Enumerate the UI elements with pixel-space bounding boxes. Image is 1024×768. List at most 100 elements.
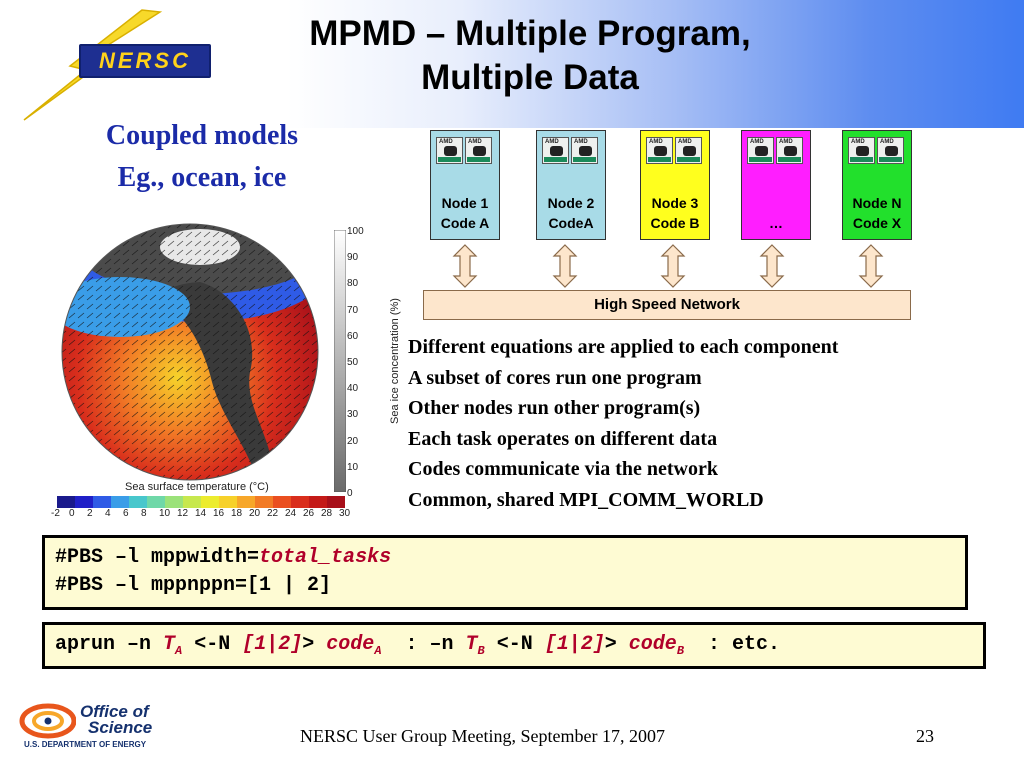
bullet-item: A subset of cores run one program bbox=[408, 366, 702, 389]
chip-core bbox=[784, 146, 797, 156]
bullet-item: Other nodes run other program(s) bbox=[408, 397, 701, 419]
amd-opteron-chip-icon: AMD bbox=[747, 137, 774, 164]
node-label-line-1: Node N bbox=[852, 195, 902, 211]
page-title: MPMD – Multiple Program, Multiple Data bbox=[250, 12, 810, 100]
amd-opteron-chip-icon: AMD bbox=[465, 137, 492, 164]
sst-color-swatch bbox=[255, 496, 274, 508]
code-a-var: codeA bbox=[326, 633, 381, 658]
node-label-line-1: Node 3 bbox=[651, 195, 699, 211]
node-label: Node 3 Code B bbox=[641, 193, 709, 233]
chip-core bbox=[683, 146, 696, 156]
cpu-chips: AMD AMD bbox=[542, 137, 598, 164]
sst-color-swatch bbox=[237, 496, 256, 508]
bidirectional-arrow-icon bbox=[452, 244, 478, 288]
sst-tick-label: 16 bbox=[213, 508, 225, 519]
sst-color-swatch bbox=[111, 496, 130, 508]
node-label-line-1: Node 1 bbox=[441, 195, 489, 211]
subtitle-coupled-models: Coupled models bbox=[105, 120, 299, 151]
node-label-line-2: Code A bbox=[440, 215, 490, 231]
cpu-chips: AMD AMD bbox=[436, 137, 492, 164]
ice-tick-label: 0 bbox=[347, 488, 353, 499]
bullet-item: Codes communicate via the network bbox=[408, 458, 718, 480]
network-arrows bbox=[452, 244, 884, 288]
sst-tick-label: 4 bbox=[105, 508, 111, 519]
chip-brand: AMD bbox=[678, 139, 692, 145]
amd-opteron-chip-icon: AMD bbox=[436, 137, 463, 164]
chip-core bbox=[885, 146, 898, 156]
node-label-line-2: … bbox=[769, 215, 783, 231]
chip-core bbox=[755, 146, 768, 156]
chip-line bbox=[778, 157, 801, 162]
sst-tick-label: 12 bbox=[177, 508, 189, 519]
amd-opteron-chip-icon: AMD bbox=[877, 137, 904, 164]
chip-line bbox=[749, 157, 772, 162]
node-label: Node N Code X bbox=[843, 193, 911, 233]
sst-tick-label: 28 bbox=[321, 508, 333, 519]
ice-tick-label: 20 bbox=[347, 435, 359, 447]
total-tasks-var: total_tasks bbox=[259, 546, 392, 569]
chip-line bbox=[677, 157, 700, 162]
title-line-2: Multiple Data bbox=[421, 58, 639, 97]
sst-color-swatch bbox=[75, 496, 94, 508]
sst-tick-label: 26 bbox=[303, 508, 315, 519]
cpu-chips: AMD AMD bbox=[646, 137, 702, 164]
n-flag-1: <-N bbox=[182, 633, 243, 656]
gt-2: > bbox=[604, 633, 629, 656]
ocean-ice-globe bbox=[61, 223, 319, 481]
node-label-line-1: Node 2 bbox=[547, 195, 595, 211]
chip-core bbox=[654, 146, 667, 156]
sst-tick-label: 2 bbox=[87, 508, 93, 519]
ice-colorbar bbox=[334, 230, 346, 492]
sst-tick-label: 22 bbox=[267, 508, 279, 519]
node-label: Node 2 CodeA bbox=[537, 193, 605, 233]
chip-core bbox=[550, 146, 563, 156]
chip-core bbox=[473, 146, 486, 156]
ta-var: TA bbox=[163, 633, 182, 658]
sst-tick-label: -2 bbox=[51, 508, 60, 519]
chip-brand: AMD bbox=[574, 139, 588, 145]
sst-color-swatch bbox=[165, 496, 184, 508]
amd-opteron-chip-icon: AMD bbox=[571, 137, 598, 164]
bidirectional-arrow-icon bbox=[660, 244, 686, 288]
office-of-text: Office of bbox=[80, 702, 149, 721]
aprun-line: aprun –n TA <-N [1|2]> codeA : –n TB <-N… bbox=[55, 633, 780, 658]
bullet-item: Common, shared MPI_COMM_WORLD bbox=[408, 488, 764, 511]
node-box: AMD AMD Node 2 CodeA bbox=[536, 130, 606, 240]
sst-color-swatch bbox=[273, 496, 292, 508]
chip-line bbox=[573, 157, 596, 162]
code-a-word: code bbox=[326, 633, 375, 656]
node-label-line-2: Code B bbox=[650, 215, 700, 231]
node-label: … bbox=[742, 213, 810, 233]
chip-line bbox=[467, 157, 490, 162]
aprun-text: aprun –n bbox=[55, 633, 164, 656]
pbs-line-1-prefix: #PBS –l mppwidth= bbox=[55, 546, 260, 569]
amd-opteron-chip-icon: AMD bbox=[675, 137, 702, 164]
sst-color-swatch bbox=[309, 496, 328, 508]
sst-tick-label: 10 bbox=[159, 508, 171, 519]
sst-tick-label: 14 bbox=[195, 508, 207, 519]
bidirectional-arrow-icon bbox=[759, 244, 785, 288]
amd-opteron-chip-icon: AMD bbox=[776, 137, 803, 164]
tb-var: TB bbox=[466, 633, 485, 658]
chip-brand: AMD bbox=[649, 139, 663, 145]
ice-tick-label: 60 bbox=[347, 330, 359, 342]
opt-1: [1|2] bbox=[242, 633, 303, 656]
gt-1: > bbox=[302, 633, 327, 656]
chip-brand: AMD bbox=[779, 139, 793, 145]
node-label-line-2: Code X bbox=[852, 215, 902, 231]
ice-tick-label: 10 bbox=[347, 461, 359, 473]
node-label-line-2: CodeA bbox=[548, 215, 594, 231]
aprun-code-box: aprun –n TA <-N [1|2]> codeA : –n TB <-N… bbox=[42, 622, 986, 669]
node-box: AMD AMD Node 3 Code B bbox=[640, 130, 710, 240]
chip-core bbox=[579, 146, 592, 156]
code-b-var: codeB bbox=[629, 633, 684, 658]
chip-line bbox=[850, 157, 873, 162]
ice-tick-label: 90 bbox=[347, 252, 359, 264]
chip-brand: AMD bbox=[750, 139, 764, 145]
sst-tick-label: 6 bbox=[123, 508, 129, 519]
subtitle-ocean-ice: Eg., ocean, ice bbox=[117, 162, 287, 193]
title-line-1: MPMD – Multiple Program, bbox=[309, 14, 751, 53]
chip-line bbox=[648, 157, 671, 162]
nersc-logo: NERSC bbox=[79, 44, 211, 78]
sst-tick-label: 30 bbox=[339, 508, 351, 519]
